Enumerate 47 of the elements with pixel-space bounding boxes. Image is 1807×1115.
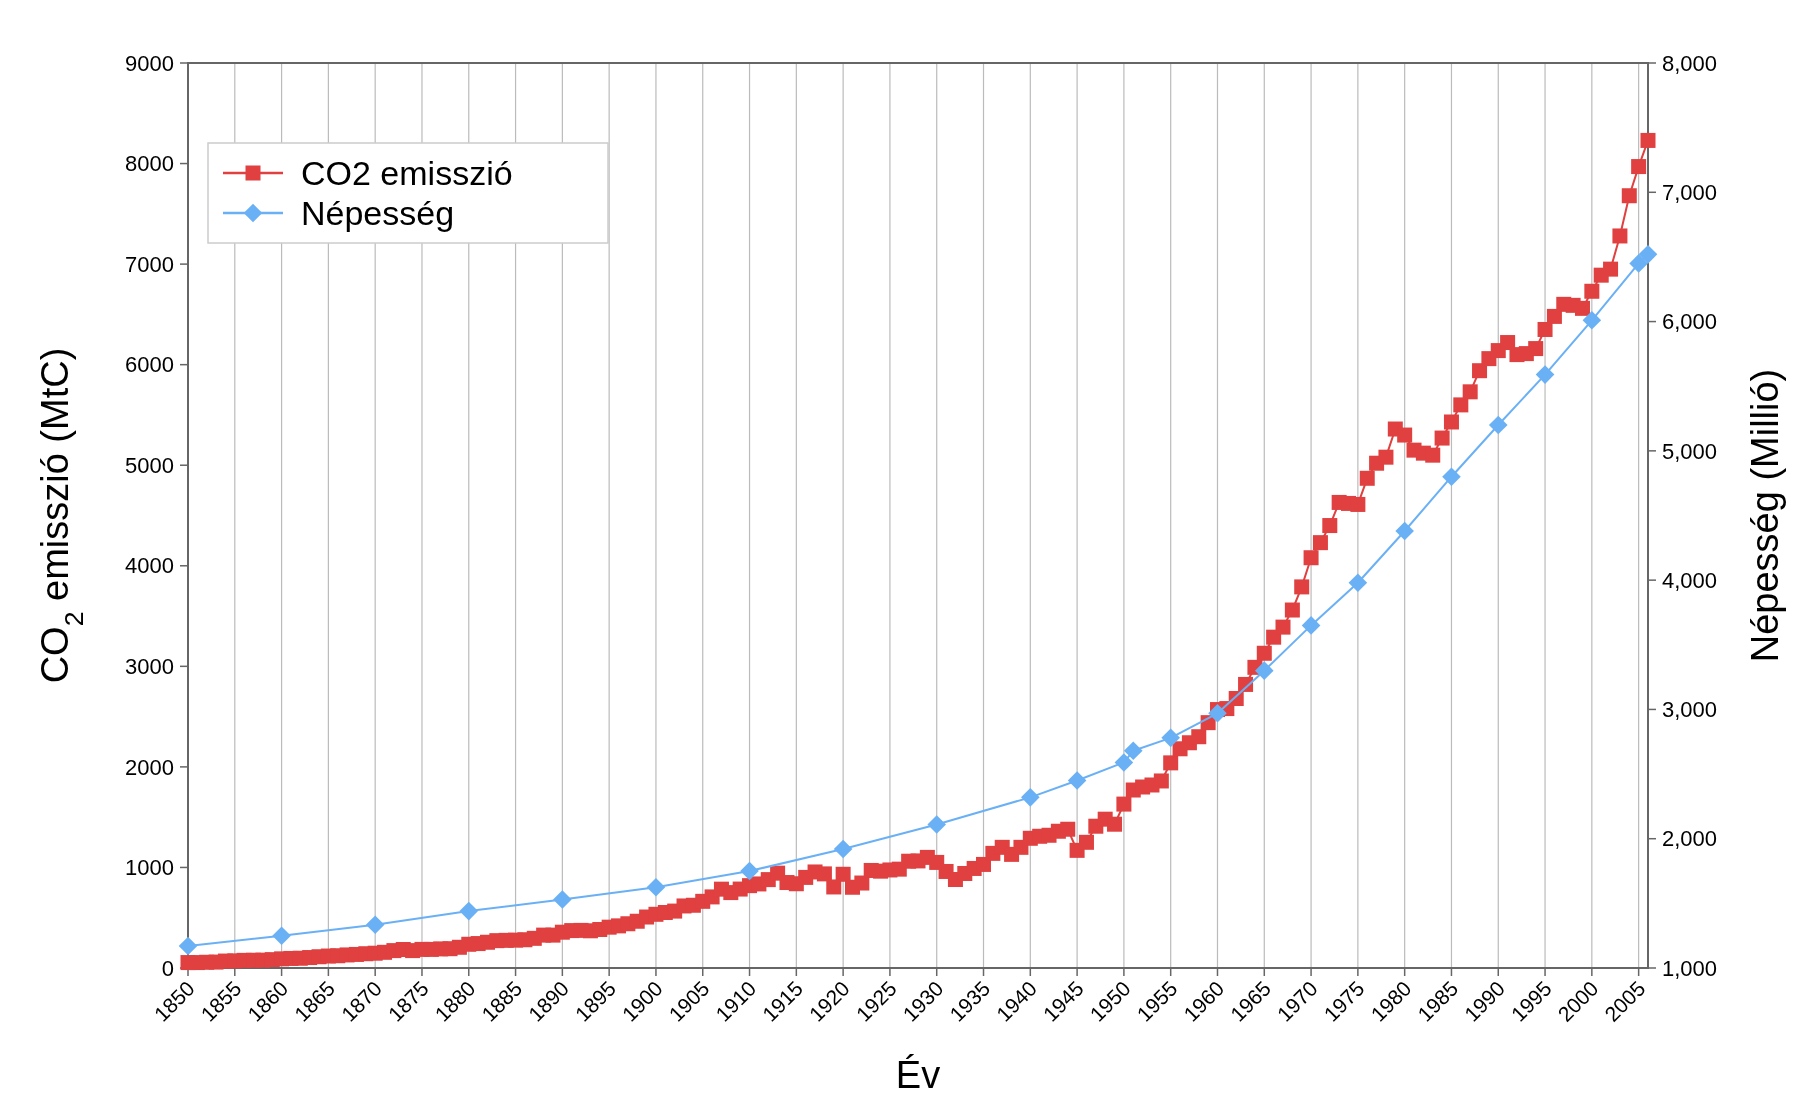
point: [1123, 741, 1143, 761]
y-tick-label: 7000: [125, 251, 174, 277]
point: [459, 901, 479, 921]
x-axis-title: Év: [895, 1054, 941, 1096]
point: [1208, 704, 1227, 723]
point: [1114, 753, 1134, 772]
y-tick-label: 3000: [125, 654, 174, 680]
point: [272, 926, 291, 945]
y2-tick-label: 4,000: [1662, 567, 1718, 593]
y2-tick-label: 5,000: [1662, 438, 1718, 464]
legend-label: CO2 emisszió: [301, 153, 513, 192]
point: [178, 936, 198, 956]
point: [1488, 415, 1508, 435]
point: [1638, 245, 1658, 264]
point: [1067, 771, 1087, 790]
y2-tick-label: 1,000: [1662, 955, 1718, 981]
y-tick-label: 8000: [125, 151, 174, 177]
y2-tick-label: 8,000: [1662, 50, 1718, 76]
point: [1395, 521, 1414, 541]
point: [927, 815, 947, 834]
y-tick-label: 9000: [125, 50, 174, 76]
point: [1254, 661, 1274, 680]
y-tick-label: 4000: [125, 553, 174, 579]
y2-axis-title: Népesség (Millió): [1744, 368, 1786, 663]
y2-tick-label: 6,000: [1662, 309, 1718, 335]
point: [365, 915, 385, 934]
point: [833, 839, 853, 859]
y2-tick-label: 7,000: [1662, 179, 1718, 205]
y-tick-label: 5000: [125, 452, 174, 478]
y2-tick-label: 2,000: [1662, 826, 1718, 852]
point: [1535, 365, 1555, 384]
point: [1161, 728, 1180, 748]
point: [553, 890, 572, 909]
point: [1021, 788, 1040, 807]
y-tick-label: 0: [161, 955, 174, 981]
y2-tick-label: 3,000: [1662, 697, 1718, 723]
point: [1348, 573, 1368, 593]
point: [646, 877, 666, 897]
point: [1582, 310, 1602, 330]
point: [1442, 467, 1461, 487]
point: [1629, 254, 1648, 273]
y-tick-label: 1000: [125, 855, 174, 881]
point: [740, 861, 759, 881]
y-tick-label: 6000: [125, 352, 174, 378]
legend-label: Népesség: [301, 193, 455, 232]
point: [1301, 616, 1321, 635]
y-tick-label: 2000: [125, 754, 174, 780]
